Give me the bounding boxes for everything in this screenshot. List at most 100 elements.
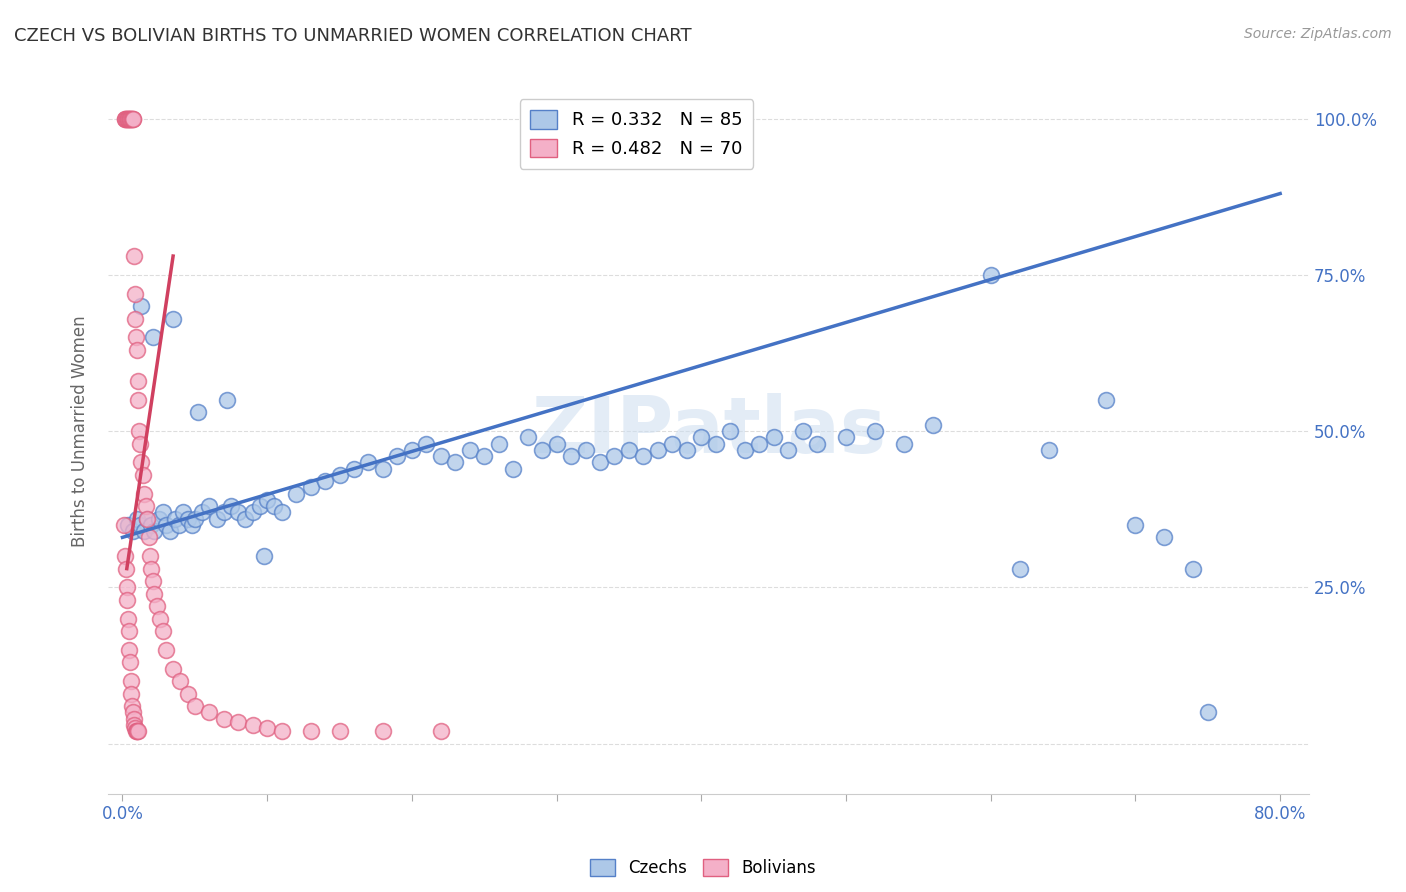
Point [415, 436, 437, 450]
Point [120, 674, 142, 689]
Point [835, 430, 858, 444]
Y-axis label: Births to Unmarried Women: Births to Unmarried Women [72, 315, 89, 547]
Point [1182, 561, 1205, 575]
Point [127, 374, 149, 388]
Point [163, 511, 186, 525]
Point [675, 442, 697, 457]
Point [132, 467, 155, 482]
Point [152, 624, 174, 639]
Point [792, 424, 814, 438]
Point [1197, 706, 1219, 720]
Point [184, 511, 207, 525]
Point [1008, 561, 1031, 575]
Point [114, 112, 136, 126]
Point [242, 505, 264, 519]
Point [502, 461, 524, 475]
Point [176, 687, 198, 701]
Point [212, 712, 235, 726]
Point [139, 549, 162, 563]
Point [458, 442, 481, 457]
Point [128, 424, 150, 438]
Point [112, 517, 135, 532]
Point [299, 480, 322, 494]
Point [115, 593, 138, 607]
Point [127, 724, 149, 739]
Point [921, 417, 943, 432]
Point [235, 511, 257, 525]
Point [212, 505, 235, 519]
Point [430, 449, 453, 463]
Point [159, 524, 181, 538]
Point [546, 436, 568, 450]
Point [169, 674, 191, 689]
Point [115, 580, 138, 594]
Point [357, 455, 380, 469]
Point [371, 724, 394, 739]
Point [118, 656, 141, 670]
Point [226, 505, 249, 519]
Point [142, 574, 165, 588]
Point [184, 699, 207, 714]
Point [124, 286, 146, 301]
Point [114, 112, 136, 126]
Point [124, 721, 146, 735]
Point [690, 430, 713, 444]
Point [162, 662, 184, 676]
Point [371, 461, 394, 475]
Point [117, 612, 139, 626]
Legend: Czechs, Bolivians: Czechs, Bolivians [583, 852, 823, 884]
Point [117, 517, 139, 532]
Point [198, 706, 221, 720]
Point [146, 599, 169, 614]
Point [134, 524, 156, 538]
Point [472, 449, 495, 463]
Point [718, 424, 741, 438]
Point [589, 455, 612, 469]
Point [270, 724, 292, 739]
Point [401, 442, 423, 457]
Point [285, 486, 308, 500]
Point [121, 112, 143, 126]
Point [121, 112, 143, 126]
Point [118, 112, 141, 126]
Point [115, 112, 138, 126]
Point [167, 517, 190, 532]
Point [149, 612, 172, 626]
Point [128, 436, 150, 450]
Point [516, 430, 538, 444]
Point [121, 699, 143, 714]
Point [430, 724, 453, 739]
Point [117, 112, 139, 126]
Point [121, 524, 143, 538]
Point [162, 311, 184, 326]
Point [120, 687, 142, 701]
Point [215, 392, 238, 407]
Point [129, 299, 152, 313]
Point [633, 449, 655, 463]
Point [129, 455, 152, 469]
Point [191, 505, 214, 519]
Point [142, 330, 165, 344]
Point [661, 436, 683, 450]
Point [560, 449, 582, 463]
Point [242, 718, 264, 732]
Point [124, 311, 146, 326]
Point [122, 112, 145, 126]
Point [198, 499, 221, 513]
Point [574, 442, 596, 457]
Point [1153, 530, 1175, 544]
Point [256, 492, 278, 507]
Legend: R = 0.332   N = 85, R = 0.482   N = 70: R = 0.332 N = 85, R = 0.482 N = 70 [520, 99, 754, 169]
Point [299, 724, 322, 739]
Point [181, 517, 204, 532]
Point [138, 530, 160, 544]
Point [704, 436, 727, 450]
Point [343, 461, 366, 475]
Point [124, 718, 146, 732]
Point [125, 724, 148, 739]
Point [762, 430, 785, 444]
Point [1125, 517, 1147, 532]
Point [187, 405, 209, 419]
Point [176, 511, 198, 525]
Point [531, 442, 554, 457]
